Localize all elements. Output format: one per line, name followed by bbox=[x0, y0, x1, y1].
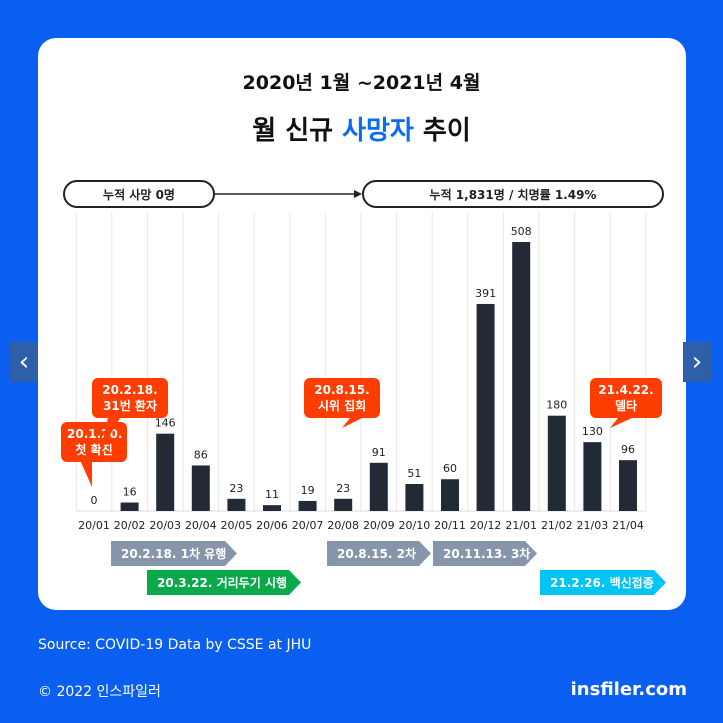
title-pre: 월 신규 bbox=[252, 116, 343, 146]
value-label: 60 bbox=[443, 462, 457, 475]
callout-line: 21.4.22. bbox=[598, 383, 654, 397]
x-tick-label: 20/04 bbox=[185, 519, 217, 532]
x-tick-label: 20/11 bbox=[434, 519, 466, 532]
bar bbox=[441, 479, 459, 511]
tag-first-wave: 20.2.18. 1차 유행 bbox=[111, 541, 237, 566]
value-label: 91 bbox=[372, 446, 386, 459]
x-tick-label: 20/03 bbox=[149, 519, 181, 532]
x-tick-label: 20/09 bbox=[363, 519, 395, 532]
cumulative-start-pill: 누적 사망 0명 bbox=[63, 180, 215, 208]
chart-subtitle: 2020년 1월 ~2021년 4월 bbox=[242, 72, 481, 94]
value-label: 23 bbox=[336, 482, 350, 495]
x-tick-label: 21/04 bbox=[612, 519, 644, 532]
value-label: 51 bbox=[407, 467, 421, 480]
callout-line: 첫 확진 bbox=[75, 443, 113, 457]
tag-second-wave: 20.8.15. 2차 bbox=[327, 541, 431, 566]
brand-link[interactable]: insfiler.com bbox=[570, 679, 687, 700]
callout-patient-31: 20.2.18. 31번 환자 bbox=[92, 378, 168, 418]
bar bbox=[583, 442, 602, 511]
callout-line: 31번 환자 bbox=[103, 399, 157, 413]
copyright-text: © 2022 인스파일러 bbox=[38, 684, 161, 700]
x-tick-label: 20/02 bbox=[114, 519, 146, 532]
tag-third-wave: 20.11.13. 3차 bbox=[433, 541, 537, 566]
bar bbox=[476, 303, 495, 511]
bar bbox=[512, 242, 531, 511]
x-tick-label: 21/03 bbox=[577, 519, 609, 532]
bar bbox=[120, 502, 139, 511]
bar bbox=[334, 498, 353, 511]
bar bbox=[619, 460, 637, 511]
value-label: 23 bbox=[229, 482, 243, 495]
x-tick-label: 20/10 bbox=[399, 519, 431, 532]
x-tick-label: 21/02 bbox=[541, 519, 573, 532]
callout-line: 시위 집회 bbox=[317, 399, 367, 413]
bar bbox=[263, 505, 281, 511]
callout-line: 20.1.20. bbox=[67, 427, 123, 441]
card bbox=[38, 38, 686, 610]
callout-line: 20.8.15. bbox=[314, 383, 370, 397]
cumulative-end-pill: 누적 1,831명 / 치명률 1.49% bbox=[362, 180, 664, 208]
x-tick-label: 20/12 bbox=[470, 519, 502, 532]
x-tick-label: 20/07 bbox=[292, 519, 324, 532]
value-label: 508 bbox=[511, 225, 532, 238]
bar bbox=[156, 433, 175, 511]
bar bbox=[405, 483, 424, 511]
bar bbox=[191, 465, 210, 511]
value-label: 180 bbox=[546, 399, 567, 412]
chart-title: 월 신규 사망자 추이 bbox=[0, 110, 723, 147]
value-label: 86 bbox=[194, 448, 208, 461]
callout-delta: 21.4.22. 델타 bbox=[590, 378, 662, 418]
x-tick-label: 20/05 bbox=[221, 519, 253, 532]
x-tick-label: 20/06 bbox=[256, 519, 288, 532]
bar bbox=[298, 500, 317, 511]
value-label: 0 bbox=[91, 494, 98, 507]
tag-distancing: 20.3.22. 거리두기 시행 bbox=[147, 570, 301, 595]
arrow-head-icon bbox=[354, 190, 362, 198]
bar bbox=[369, 462, 388, 511]
next-button[interactable]: › bbox=[683, 342, 711, 382]
value-label: 19 bbox=[301, 484, 315, 497]
value-label: 11 bbox=[265, 488, 279, 501]
tag-vaccination: 21.2.26. 백신접종 bbox=[540, 570, 666, 595]
prev-button[interactable]: ‹ bbox=[10, 342, 38, 382]
bar bbox=[547, 415, 566, 511]
value-label: 16 bbox=[123, 486, 137, 499]
value-label: 146 bbox=[155, 417, 176, 430]
value-label: 391 bbox=[475, 287, 496, 300]
value-label: 130 bbox=[582, 425, 603, 438]
x-tick-label: 20/01 bbox=[78, 519, 110, 532]
source-text: Source: COVID-19 Data by CSSE at JHU bbox=[38, 637, 312, 653]
title-highlight: 사망자 bbox=[342, 116, 414, 146]
x-tick-label: 21/01 bbox=[505, 519, 537, 532]
x-tick-label: 20/08 bbox=[327, 519, 359, 532]
callout-protest: 20.8.15. 시위 집회 bbox=[304, 378, 380, 418]
callout-line: 델타 bbox=[614, 399, 638, 413]
callout-first-case: 20.1.20. 첫 확진 bbox=[61, 422, 127, 462]
bar bbox=[227, 498, 246, 511]
title-post: 추이 bbox=[413, 116, 471, 146]
value-label: 96 bbox=[621, 443, 635, 456]
callout-line: 20.2.18. bbox=[102, 383, 158, 397]
